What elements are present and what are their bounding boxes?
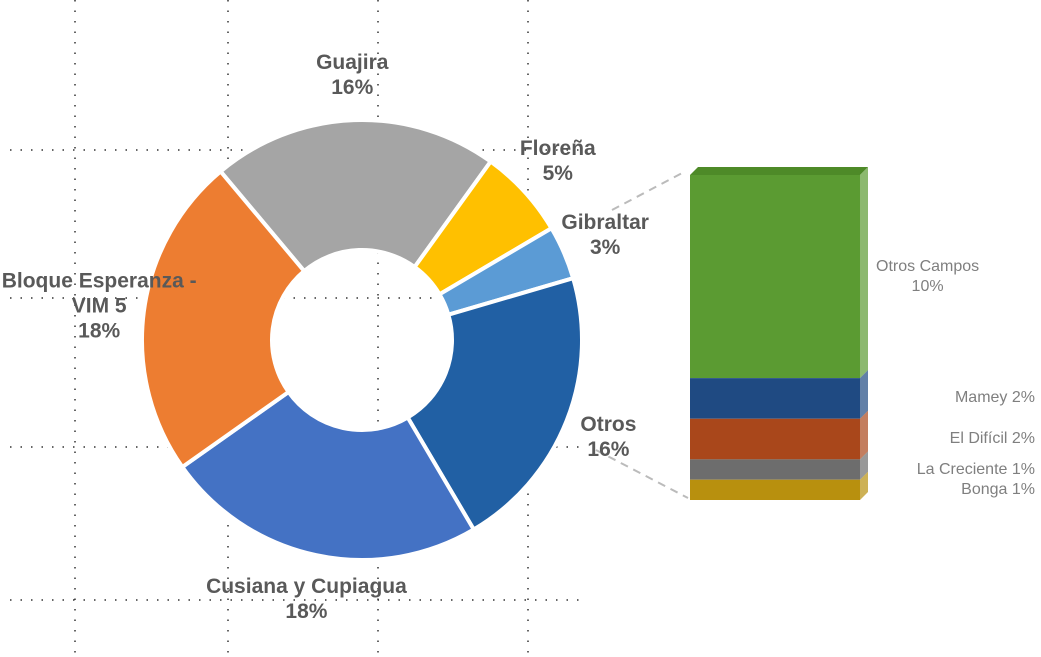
bar-name: Mamey [954,389,1008,407]
bar-value: 2% [1011,430,1035,448]
bar-side-face [860,167,868,379]
bar-label: La Creciente 1% [917,460,1035,480]
slice-name: Gibraltar [561,210,649,234]
bar-name: La Creciente [916,460,1008,478]
bar-segment [690,418,860,460]
bar-segment [690,459,860,480]
bar-side-face [860,370,868,419]
bar-name: Otros Campos [876,257,980,275]
bar-top-face [690,167,868,175]
bar-value: 10% [911,277,944,295]
slice-label: Gibraltar 3% [561,210,649,260]
slice-value: 5% [542,162,573,186]
bar-name: El Difícil [949,430,1008,448]
bar-segment [690,175,860,379]
slice-name: Bloque Esperanza -VIM 5 [1,269,197,318]
bar-value: 1% [1011,460,1035,478]
bar-label: El Difícil 2% [950,429,1035,449]
slice-label: Cusiana y Cupiagua 18% [206,574,407,624]
pie-slice [140,168,307,470]
slice-name: Guajira [316,51,389,75]
slice-value: 18% [285,600,328,624]
bar-side-face [860,471,868,500]
slice-value: 18% [78,319,121,343]
bar-value: 1% [1011,480,1035,498]
slice-value: 16% [587,438,630,462]
slice-name: Otros [580,413,637,437]
slice-value: 3% [589,235,621,259]
pie-slice [179,389,477,562]
slice-label: Otros 16% [580,412,636,462]
bar-side-face [860,451,868,480]
connector [595,449,689,499]
bar-label: Bonga 1% [961,480,1035,500]
pie-slice [404,275,584,533]
slice-label: Guajira 16% [316,50,388,100]
bar-segment [690,479,860,500]
bar-value: 2% [1011,389,1035,407]
bar-label: Mamey 2% [955,388,1035,408]
pie-slice [217,118,494,274]
slice-label: Bloque Esperanza -VIM 5 18% [0,269,199,344]
bar-label: Otros Campos 10% [876,257,979,297]
slice-name: Cusiana y Cupiagua [206,575,407,599]
bar-segment [690,378,860,419]
slice-value: 16% [331,76,374,100]
bar-side-face [860,410,868,460]
slice-label: Floreña 5% [520,136,596,186]
bar-name: Bonga [961,480,1008,498]
slice-name: Floreña [519,137,596,161]
connector [611,171,685,211]
